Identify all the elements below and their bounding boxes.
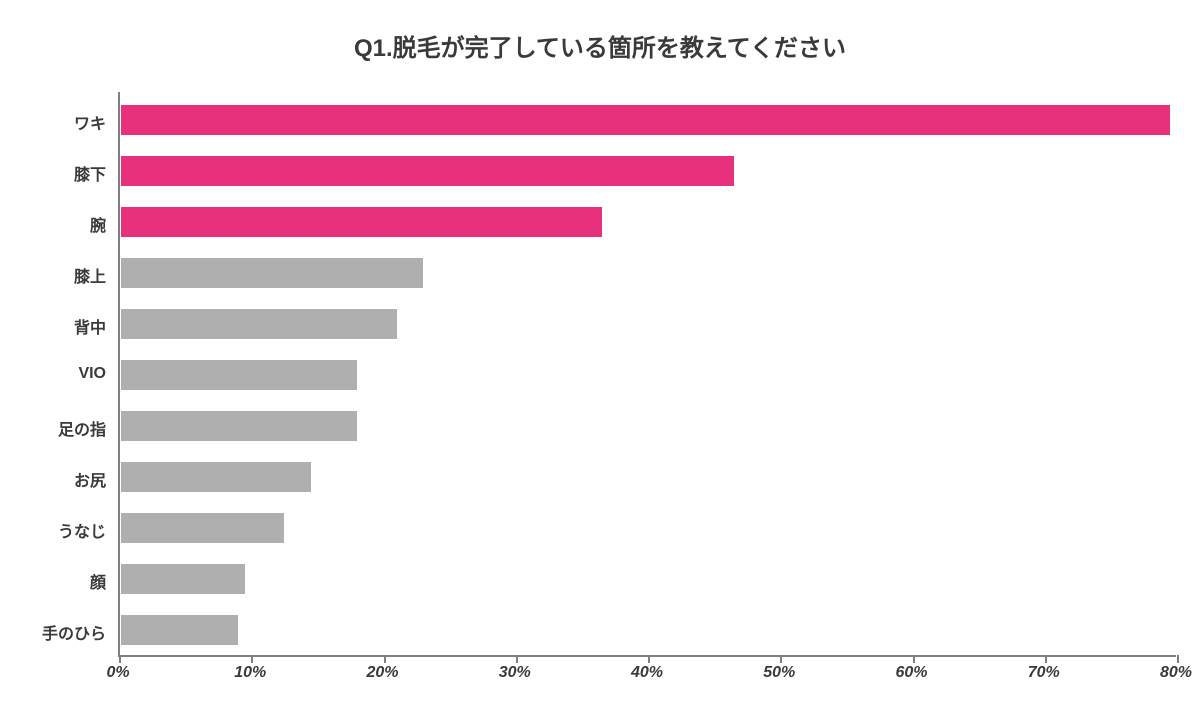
chart-area: ワキ膝下腕膝上背中VIO足の指お尻うなじ顔手のひら0%10%20%30%40%5… [118,92,1176,657]
y-axis-label: ワキ [0,110,106,134]
bar-row [120,94,1176,145]
bar-row [120,145,1176,196]
plot-area [118,92,1176,657]
x-tick [384,655,386,663]
bar [120,461,312,493]
y-axis-label: お尻 [0,467,106,491]
bar-row [120,349,1176,400]
x-tick [1177,655,1179,663]
bar-row [120,298,1176,349]
y-axis-label: 背中 [0,314,106,338]
y-axis-label: 顔 [0,569,106,593]
bar [120,155,735,187]
y-axis-label: 膝上 [0,263,106,287]
y-axis-label: うなじ [0,518,106,542]
bar-row [120,604,1176,655]
x-tick [648,655,650,663]
bar-row [120,247,1176,298]
x-tick [913,655,915,663]
bar [120,104,1171,136]
bar [120,512,285,544]
y-axis-label: VIO [0,365,106,383]
bar [120,359,358,391]
x-tick [780,655,782,663]
bar-row [120,451,1176,502]
bar-row [120,502,1176,553]
x-axis-label: 60% [895,664,927,682]
x-axis-label: 70% [1028,664,1060,682]
bar-row [120,400,1176,451]
bar-row [120,553,1176,604]
x-tick [119,655,121,663]
x-axis-label: 40% [631,664,663,682]
x-tick [251,655,253,663]
x-tick [516,655,518,663]
y-axis-label: 手のひら [0,620,106,644]
x-axis-label: 80% [1160,664,1192,682]
bar [120,563,246,595]
bar [120,614,239,646]
bar [120,410,358,442]
bar [120,308,398,340]
x-tick [1045,655,1047,663]
bar [120,257,424,289]
y-axis-label: 腕 [0,212,106,236]
y-axis-label: 足の指 [0,416,106,440]
bar [120,206,603,238]
x-axis-label: 50% [763,664,795,682]
x-axis-label: 10% [234,664,266,682]
x-axis-label: 30% [499,664,531,682]
x-axis-label: 20% [366,664,398,682]
x-axis-label: 0% [106,664,129,682]
bar-row [120,196,1176,247]
y-axis-label: 膝下 [0,161,106,185]
chart-title: Q1.脱毛が完了している箇所を教えてください [0,0,1200,63]
